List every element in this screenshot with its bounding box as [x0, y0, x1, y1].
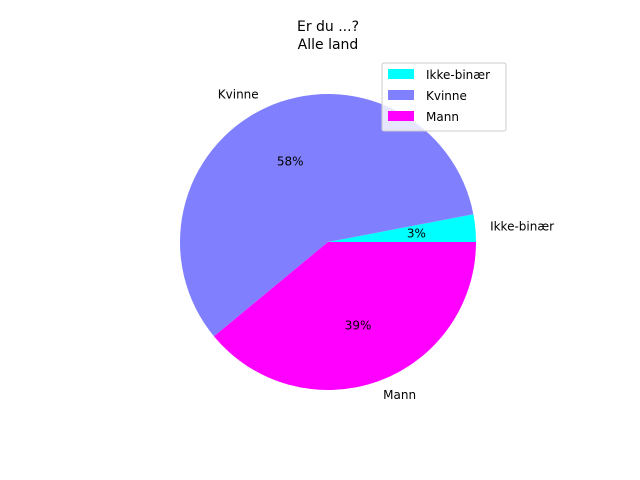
legend-label: Kvinne — [426, 89, 467, 103]
legend-swatch — [388, 111, 414, 121]
pie-slice-kvinne — [180, 94, 474, 337]
slice-percent-label: 58% — [277, 155, 304, 169]
pie-slice-mann — [213, 242, 476, 391]
slice-label: Ikke-binær — [490, 220, 554, 234]
legend: Ikke-binær Kvinne Mann — [381, 62, 507, 132]
chart-title: Er du ...? — [297, 19, 359, 35]
pie-labels: Ikke-binær 3% Kvinne 58% Mann 39% — [218, 88, 554, 402]
slice-percent-label: 3% — [407, 227, 426, 241]
slice-label: Kvinne — [218, 88, 259, 102]
slice-percent-label: 39% — [345, 319, 372, 333]
legend-label: Ikke-binær — [426, 68, 490, 82]
pie-slice-ikke-bin-r — [328, 214, 476, 242]
chart-subtitle: Alle land — [298, 37, 359, 53]
pie-slices — [180, 94, 476, 391]
slice-label: Mann — [383, 388, 416, 402]
legend-swatch — [388, 69, 414, 79]
legend-label: Mann — [426, 110, 459, 124]
legend-swatch — [388, 90, 414, 100]
